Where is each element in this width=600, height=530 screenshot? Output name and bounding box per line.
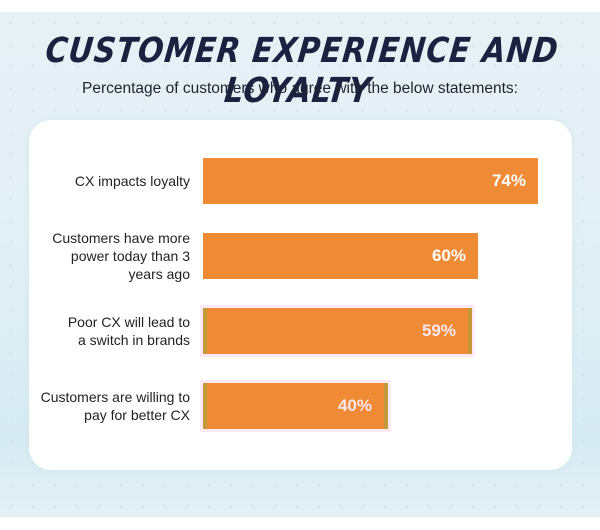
bar-value: 60% [431,246,466,265]
bar: 74% [203,158,538,204]
bar-value: 59% [421,321,456,340]
bar-label: Poor CX will lead to a switch in brands [67,314,190,348]
bar-value: 74% [491,171,526,190]
bar: 60% [203,233,478,279]
chart-subtitle: Percentage of customers who agree with t… [82,80,518,97]
chart-title: CUSTOMER EXPERIENCE AND LOYALTY [43,30,561,112]
bar-label: Customers are willing to pay for better … [40,389,190,423]
bar-label: Customers have more power today than 3 y… [52,230,190,282]
bar-label: CX impacts loyalty [74,173,190,189]
bar-value: 40% [337,396,372,415]
bar: 40% [203,383,388,429]
bar: 59% [203,308,472,354]
